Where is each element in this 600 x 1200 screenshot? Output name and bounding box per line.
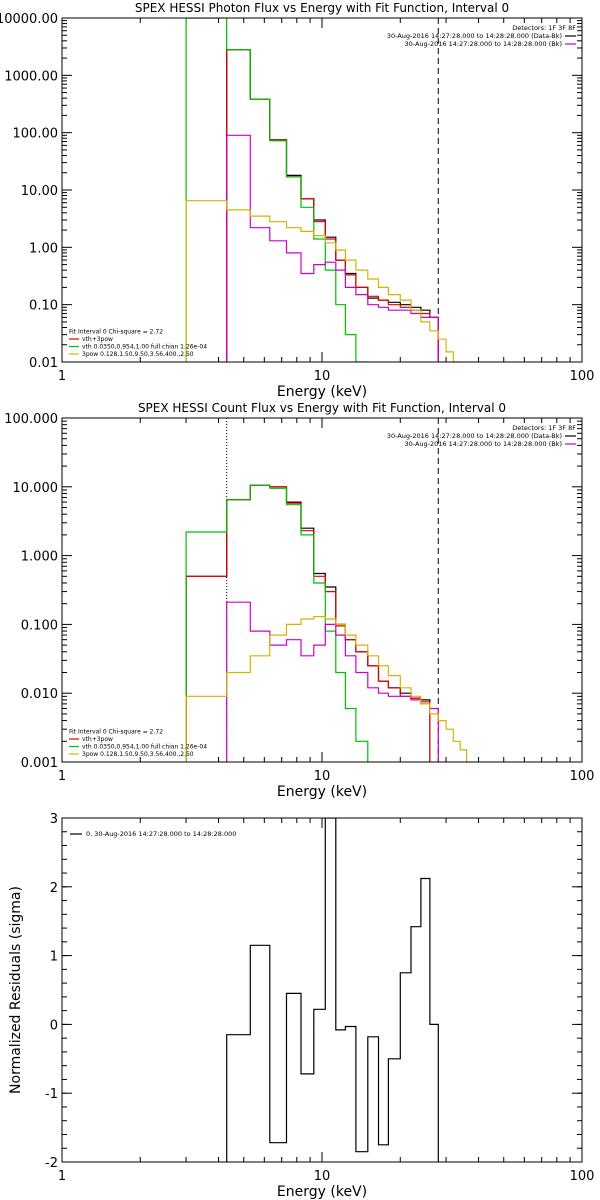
series-line-3pow bbox=[185, 200, 461, 362]
series-line-vth bbox=[185, 18, 369, 362]
chart-title: SPEX HESSI Photon Flux vs Energy with Fi… bbox=[135, 1, 509, 15]
series-group bbox=[185, 484, 474, 762]
plot-frame bbox=[61, 817, 583, 1163]
y-tick-label: 100.000 bbox=[4, 412, 58, 427]
legend-entry: 30-Aug-2016 14:27:28.000 to 14:28:28.000… bbox=[405, 40, 562, 48]
legend-entry: 30-Aug-2016 14:27:28.000 to 14:28:28.000… bbox=[405, 440, 562, 448]
y-axis: 0.01 0.10 1.00 10.00 100.00 1000.00 10000.00 bbox=[0, 12, 582, 371]
y-tick-label: 1000.00 bbox=[4, 69, 58, 84]
y-axis-label: Normalized Residuals (sigma) bbox=[8, 886, 24, 1094]
y-tick-label: 1 bbox=[50, 950, 58, 965]
legend-entry: vth+3pow bbox=[82, 336, 113, 343]
legend-entry: 3pow 0.128,1.50,9.50,3.56,400.,2.50 bbox=[82, 751, 194, 758]
legend-entry: vth 0.0350,0.954,1.00 full chian 1.26e-0… bbox=[82, 344, 207, 351]
legend-entry: vth+3pow bbox=[82, 736, 113, 743]
plot-frame bbox=[61, 417, 583, 763]
legend-bottom-left: Fit Interval 0 Chi-square = 2.72vth+3pow… bbox=[69, 329, 207, 358]
y-tick-label: -2 bbox=[45, 1156, 58, 1171]
chart-title: SPEX HESSI Count Flux vs Energy with Fit… bbox=[138, 401, 506, 415]
chart-panel-2: SPEX HESSI Count Flux vs Energy with Fit… bbox=[4, 401, 594, 800]
series-group bbox=[185, 18, 461, 362]
legend-bottom-left: Fit Interval 0 Chi-square = 2.72vth+3pow… bbox=[69, 729, 207, 758]
series-line-vth bbox=[185, 484, 369, 762]
series-line-data-bk bbox=[226, 49, 439, 362]
y-tick-label: 3 bbox=[50, 812, 58, 827]
legend-entry: Fit Interval 0 Chi-square = 2.72 bbox=[69, 329, 163, 336]
chart-panel-1: SPEX HESSI Photon Flux vs Energy with Fi… bbox=[0, 1, 594, 400]
legend-entry: 30-Aug-2016 14:27:28.000 to 14:28:28.000… bbox=[387, 432, 562, 440]
y-tick-label: 0.010 bbox=[21, 687, 58, 702]
legend-entry: Detectors: 1F 3F 8F bbox=[512, 24, 576, 32]
y-tick-label: 0 bbox=[50, 1018, 58, 1033]
legend-top-left: 0. 30-Aug-2016 14:27:28.000 to 14:28:28.… bbox=[70, 830, 236, 838]
series-line-data-bk bbox=[185, 484, 431, 762]
x-tick-label: 100 bbox=[570, 769, 595, 784]
x-tick-label: 10 bbox=[314, 369, 331, 384]
x-axis-label: Energy (keV) bbox=[277, 784, 367, 800]
x-tick-label: 1 bbox=[58, 769, 66, 784]
series-group bbox=[226, 818, 439, 1162]
series-line-residuals bbox=[226, 818, 439, 1162]
y-axis: 0.001 0.010 0.100 1.000 10.000 100.000 bbox=[4, 412, 582, 771]
legend-entry: vth 0.0350,0.954,1.00 full chian 1.26e-0… bbox=[82, 744, 207, 751]
x-axis-label: Energy (keV) bbox=[277, 1184, 367, 1200]
legend-entry: 0. 30-Aug-2016 14:27:28.000 to 14:28:28.… bbox=[86, 830, 236, 838]
series-line-vth-3pow bbox=[185, 484, 431, 762]
plot-frame bbox=[61, 17, 583, 363]
x-tick-label: 10 bbox=[314, 1169, 331, 1184]
legend-entry: Fit Interval 0 Chi-square = 2.72 bbox=[69, 729, 163, 736]
legend-entry: Detectors: 1F 3F 8F bbox=[512, 424, 576, 432]
y-tick-label: 100.00 bbox=[13, 127, 59, 142]
x-axis-label: Energy (keV) bbox=[277, 384, 367, 400]
y-tick-label: 0.001 bbox=[21, 756, 58, 771]
y-tick-label: 2 bbox=[50, 881, 58, 896]
y-tick-label: 0.100 bbox=[21, 618, 58, 633]
x-tick-label: 1 bbox=[58, 369, 66, 384]
y-tick-label: 0.10 bbox=[29, 299, 58, 314]
series-line-bk bbox=[226, 134, 439, 362]
series-line-bk bbox=[226, 601, 439, 762]
y-tick-label: 1.000 bbox=[21, 550, 58, 565]
y-tick-label: 10.000 bbox=[13, 481, 59, 496]
y-tick-label: 10000.00 bbox=[0, 12, 58, 27]
legend-entry: 3pow 0.128,1.50,9.50,3.56,400.,2.50 bbox=[82, 351, 194, 358]
x-tick-label: 100 bbox=[570, 1169, 595, 1184]
series-line-3pow bbox=[185, 616, 474, 762]
x-tick-label: 1 bbox=[58, 1169, 66, 1184]
y-tick-label: 1.00 bbox=[29, 241, 58, 256]
legend-entry: 30-Aug-2016 14:27:28.000 to 14:28:28.000… bbox=[387, 32, 562, 40]
series-line-vth-3pow bbox=[226, 49, 439, 362]
x-tick-label: 100 bbox=[570, 369, 595, 384]
x-tick-label: 10 bbox=[314, 769, 331, 784]
y-tick-label: 0.01 bbox=[29, 356, 58, 371]
y-tick-label: -1 bbox=[45, 1087, 58, 1102]
chart-panel-3: 1 10 100 Energy (keV) -2 -1 0 1 2 3 Normalized Res… bbox=[8, 812, 594, 1200]
x-axis: 1 10 100 Energy (keV) bbox=[58, 818, 595, 1200]
y-axis: -2 -1 0 1 2 3 Normalized Residuals (sigma) bbox=[8, 812, 582, 1171]
y-tick-label: 10.00 bbox=[21, 184, 58, 199]
